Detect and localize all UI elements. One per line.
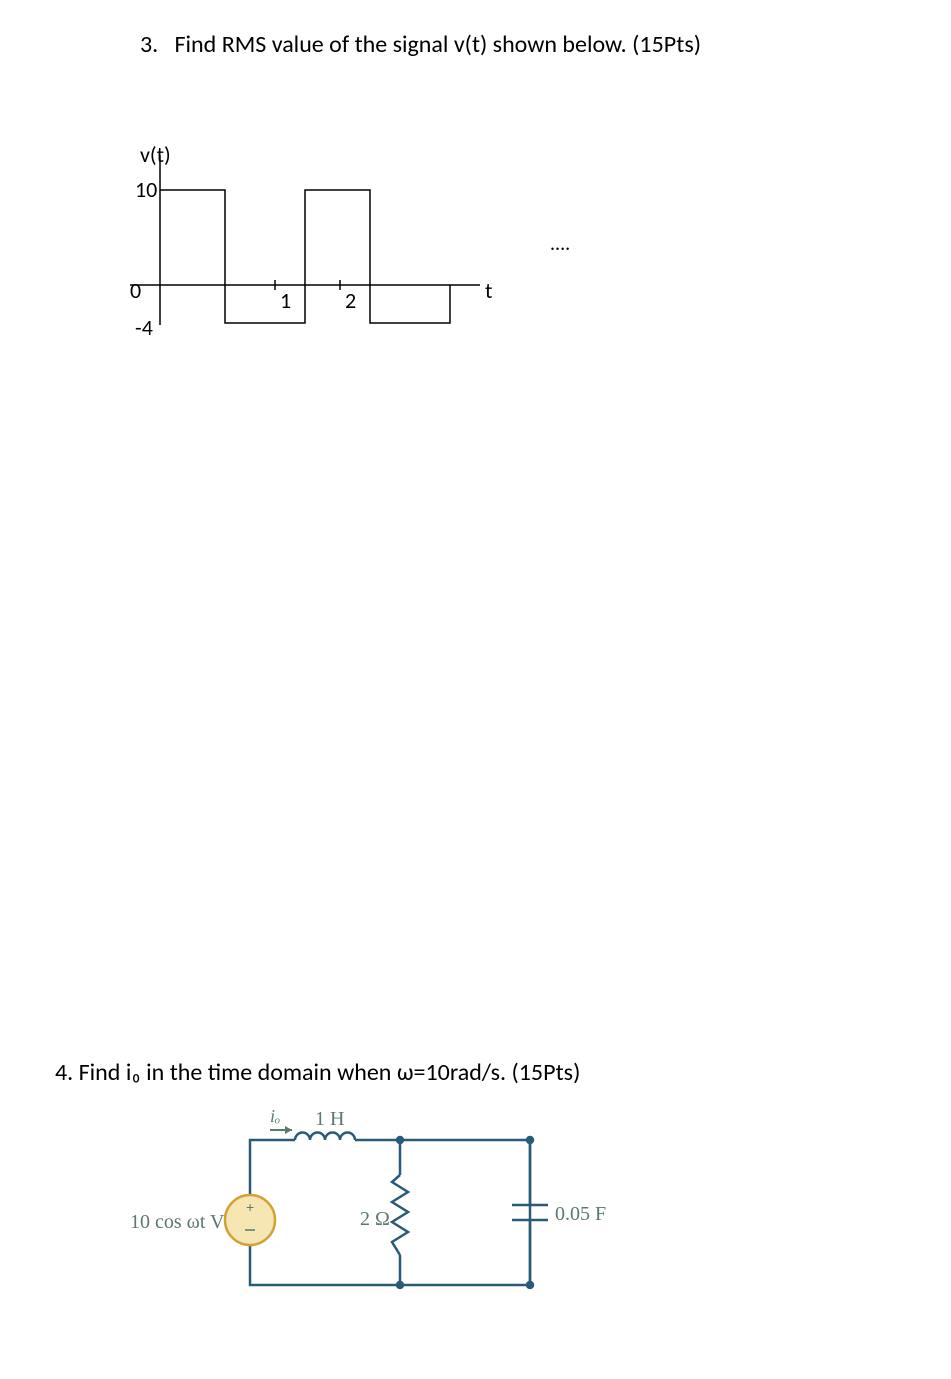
q4-prompt: 4. Find i₀ in the time domain when ω=10r… — [55, 1058, 580, 1087]
x-tick-1-label: 1 — [280, 287, 291, 314]
circuit-diagram: + iₒ 1 H 2 Ω 0.05 F 10 cos ωt V — [120, 1100, 680, 1320]
y-axis-label: v(t) — [140, 141, 171, 168]
capacitor-label: 0.05 F — [555, 1203, 606, 1225]
y-min-label: -4 — [135, 314, 153, 341]
inductor-label: 1 H — [315, 1108, 344, 1130]
q3-number: 3. — [140, 30, 158, 59]
x-tick-2-label: 2 — [345, 287, 356, 314]
ellipsis-label: .... — [550, 232, 570, 256]
voltage-source: + — [225, 1195, 275, 1245]
current-label: iₒ — [270, 1106, 280, 1126]
x-var-label: t — [485, 277, 492, 304]
y-max-label: 10 — [135, 176, 157, 203]
x-zero-label: 0 — [130, 277, 141, 304]
svg-text:+: + — [246, 1199, 254, 1215]
inductor — [295, 1133, 355, 1141]
circuit-wires — [250, 1137, 533, 1288]
source-label: 10 cos ωt V — [130, 1211, 225, 1233]
graph-svg: v(t) 10 0 -4 1 2 t .... — [130, 130, 630, 380]
waveform-path — [160, 190, 450, 323]
resistor-label: 2 Ω — [360, 1208, 390, 1230]
circuit-svg: + iₒ 1 H 2 Ω 0.05 F 10 cos ωt V — [120, 1100, 680, 1320]
current-arrow — [270, 1126, 292, 1134]
question-4-text: 4. Find i₀ in the time domain when ω=10r… — [55, 1058, 580, 1087]
q3-prompt: Find RMS value of the signal v(t) shown … — [175, 30, 702, 59]
signal-graph: v(t) 10 0 -4 1 2 t .... — [130, 130, 630, 380]
question-3-text: 3. Find RMS value of the signal v(t) sho… — [140, 30, 701, 59]
resistor — [392, 1175, 408, 1255]
